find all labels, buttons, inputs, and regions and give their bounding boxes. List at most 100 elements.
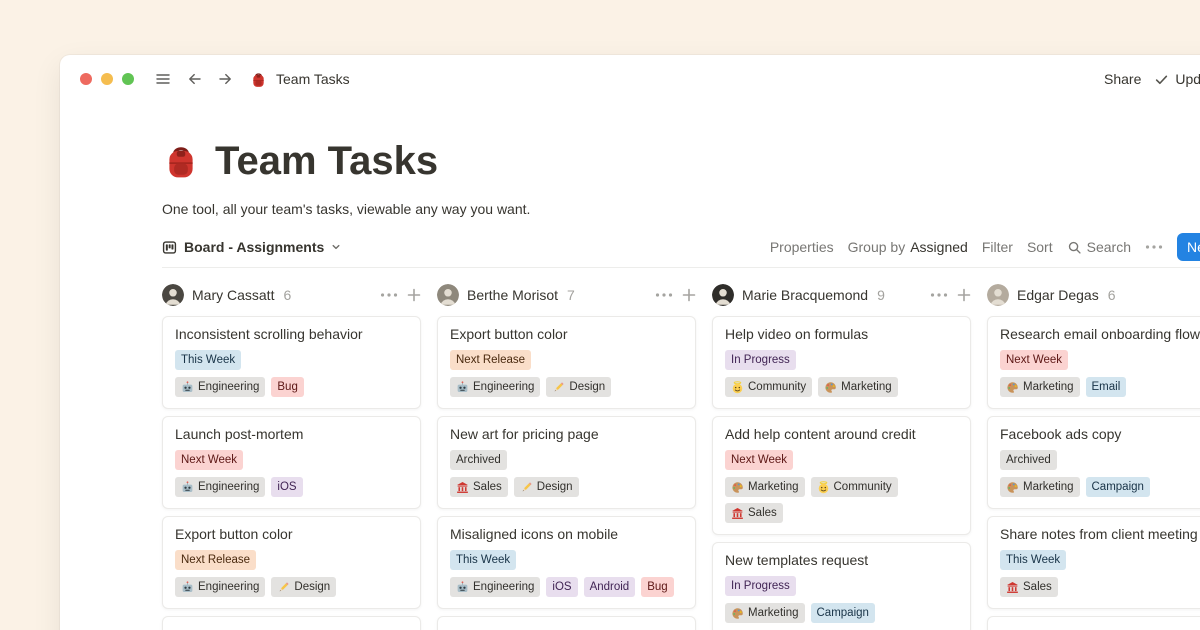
filter-button[interactable]: Filter bbox=[981, 239, 1013, 255]
status-chip: Next Week bbox=[725, 450, 794, 470]
page-content: Team Tasks One tool, all your team's tas… bbox=[60, 103, 1200, 630]
task-title: Launch post-mortem bbox=[175, 426, 304, 442]
card-list: Inconsistent scrolling behavior This Week… bbox=[162, 316, 421, 630]
check-icon bbox=[1154, 72, 1169, 87]
column-title: Berthe Morisot bbox=[467, 287, 559, 303]
toolbar-divider bbox=[162, 267, 1200, 268]
avatar-edgar-degas bbox=[987, 284, 1009, 306]
back-arrow-icon[interactable] bbox=[184, 68, 206, 90]
task-card[interactable]: New art for pricing page Archived Sales Des… bbox=[437, 416, 696, 509]
chip-label: Community bbox=[748, 381, 807, 393]
task-card[interactable]: Research email onboarding flows Next Week… bbox=[987, 316, 1200, 409]
plus-icon[interactable] bbox=[682, 288, 696, 302]
toolbar-controls: Properties Group by Assigned Filter Sort… bbox=[770, 233, 1200, 261]
avatar-mary-cassatt bbox=[162, 284, 184, 306]
task-title: Export button color bbox=[450, 326, 568, 342]
task-card[interactable]: Misaligned icons on mobile This Week Engin… bbox=[437, 516, 696, 609]
column-header: Marie Bracquemond 9 bbox=[712, 283, 971, 307]
task-card[interactable]: Launch post-mortem Next Week Engineering iO… bbox=[162, 416, 421, 509]
zoom-window-button[interactable] bbox=[122, 73, 134, 85]
task-card[interactable]: Add help content around credit Next Week M… bbox=[712, 416, 971, 535]
forward-arrow-icon[interactable] bbox=[214, 68, 236, 90]
column-count: 6 bbox=[1107, 287, 1116, 303]
robot-icon bbox=[181, 480, 194, 494]
updates-button[interactable]: Updates bbox=[1175, 71, 1200, 87]
property-row: Engineering Design bbox=[175, 577, 408, 597]
hamburger-icon[interactable] bbox=[152, 68, 174, 90]
status-chip: Next Release bbox=[175, 550, 257, 570]
task-card[interactable]: Export button color Next Release Engineeri… bbox=[437, 316, 696, 409]
status-chip: Next Week bbox=[1000, 350, 1069, 370]
close-window-button[interactable] bbox=[80, 73, 92, 85]
robot-icon bbox=[181, 380, 194, 394]
task-card[interactable]: Share notes from client meeting This Week… bbox=[987, 516, 1200, 609]
property-row: Next Release bbox=[175, 550, 408, 570]
property-row: Sales bbox=[1000, 577, 1200, 597]
new-button[interactable]: New bbox=[1176, 233, 1200, 261]
chip-label: In Progress bbox=[731, 354, 790, 366]
task-title: New templates request bbox=[725, 552, 869, 568]
board-view-icon bbox=[162, 240, 177, 255]
status-chip: Next Week bbox=[175, 450, 244, 470]
task-card[interactable] bbox=[987, 616, 1200, 630]
task-card[interactable]: Inconsistent scrolling behavior This Week… bbox=[162, 316, 421, 409]
task-title: Add help content around credit bbox=[725, 426, 916, 442]
more-options-icon[interactable] bbox=[1145, 245, 1163, 249]
plus-icon[interactable] bbox=[407, 288, 421, 302]
tag-chip: Design bbox=[513, 477, 579, 497]
task-title: Misaligned icons on mobile bbox=[450, 526, 619, 542]
task-title: Help video on formulas bbox=[725, 326, 869, 342]
status-chip: Campaign bbox=[810, 603, 875, 623]
minimize-window-button[interactable] bbox=[101, 73, 113, 85]
tag-chip: Marketing bbox=[725, 477, 805, 497]
property-row: Next Week bbox=[725, 450, 958, 470]
chip-label: Marketing bbox=[841, 381, 892, 393]
chip-label: In Progress bbox=[731, 580, 790, 592]
properties-button[interactable]: Properties bbox=[769, 239, 834, 255]
property-row: Next Week bbox=[175, 450, 408, 470]
board-column-berthe-morisot: Berthe Morisot 7 Export button color Next R… bbox=[437, 283, 696, 630]
chip-label: Marketing bbox=[748, 607, 799, 619]
tag-chip: Community bbox=[725, 377, 813, 397]
chip-label: Community bbox=[833, 481, 892, 493]
palette-icon bbox=[1006, 481, 1019, 494]
more-icon[interactable] bbox=[930, 293, 948, 297]
chip-label: This Week bbox=[1006, 554, 1061, 566]
chip-label: Engineering bbox=[198, 581, 260, 593]
view-switcher[interactable]: Board - Assignments bbox=[162, 239, 341, 255]
task-card[interactable] bbox=[437, 616, 696, 630]
property-row: Community Marketing bbox=[725, 377, 958, 397]
property-row: In Progress bbox=[725, 350, 958, 370]
task-card[interactable]: Export button color Next Release Engineeri… bbox=[162, 516, 421, 609]
task-card[interactable]: New templates request In Progress Marketin… bbox=[712, 542, 971, 630]
board-column-marie-bracquemond: Marie Bracquemond 9 Help video on formulas… bbox=[712, 283, 971, 630]
tag-chip: Community bbox=[810, 477, 898, 497]
more-icon[interactable] bbox=[380, 293, 398, 297]
page-subtitle: One tool, all your team's tasks, viewabl… bbox=[162, 201, 531, 217]
more-icon[interactable] bbox=[655, 293, 673, 297]
property-row: Marketing Campaign bbox=[1000, 477, 1200, 497]
share-button[interactable]: Share bbox=[1104, 71, 1142, 87]
property-row: Archived bbox=[1000, 450, 1200, 470]
search-button[interactable]: Search bbox=[1067, 239, 1131, 255]
column-header: Mary Cassatt 6 bbox=[162, 283, 421, 307]
task-card[interactable]: Facebook ads copy Archived Marketing Campai… bbox=[987, 416, 1200, 509]
group-by-button[interactable]: Group by Assigned bbox=[848, 239, 968, 255]
chip-label: Engineering bbox=[473, 381, 535, 393]
property-row: Engineering iOS Android Bug bbox=[450, 577, 683, 597]
task-card[interactable]: Help video on formulas In Progress Communi… bbox=[712, 316, 971, 409]
chip-label: Campaign bbox=[816, 607, 869, 619]
property-row: Sales Design bbox=[450, 477, 683, 497]
chip-label: Sales bbox=[473, 481, 502, 493]
backpack-icon[interactable] bbox=[162, 142, 200, 180]
sort-button[interactable]: Sort bbox=[1026, 239, 1053, 255]
board-column-mary-cassatt: Mary Cassatt 6 Inconsistent scrolling beha… bbox=[162, 283, 421, 630]
plus-icon[interactable] bbox=[957, 288, 971, 302]
task-card[interactable] bbox=[162, 616, 421, 630]
view-name: Board - Assignments bbox=[184, 239, 325, 255]
chip-label: Next Week bbox=[1006, 354, 1063, 366]
task-title: Inconsistent scrolling behavior bbox=[175, 326, 363, 342]
column-title: Marie Bracquemond bbox=[742, 287, 869, 303]
column-header: Edgar Degas 6 bbox=[987, 283, 1200, 307]
